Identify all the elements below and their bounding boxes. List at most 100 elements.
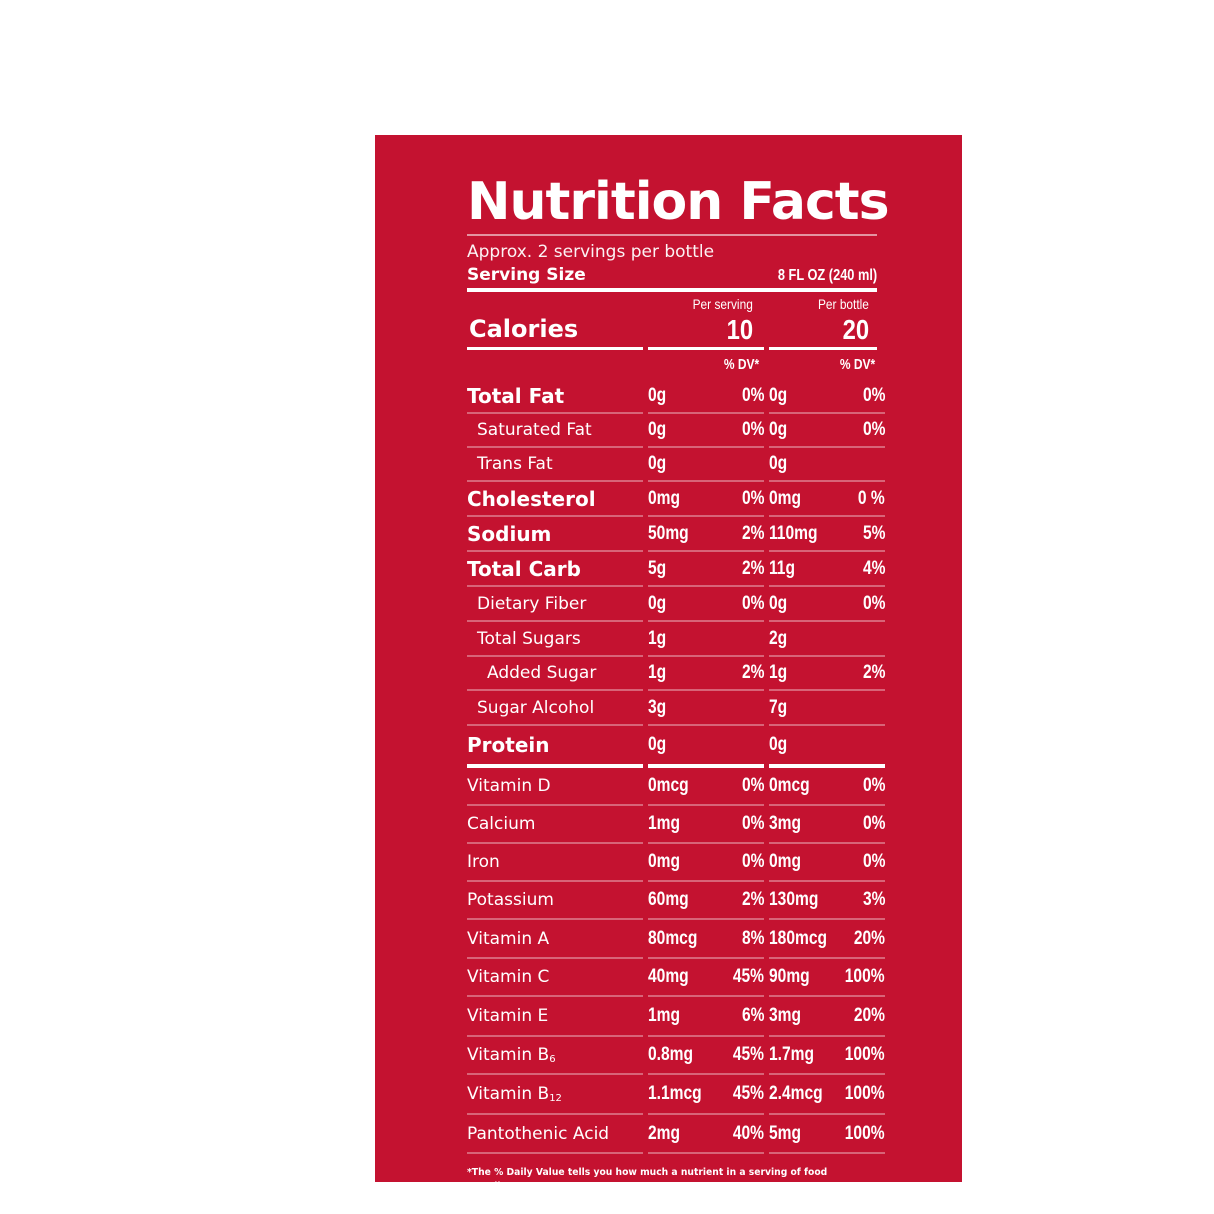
nutrient-name-cell: Vitamin A bbox=[467, 920, 643, 959]
serving-amount: 0g bbox=[648, 592, 667, 614]
nutrient-name-text: Calcium bbox=[467, 814, 536, 834]
serving-cell: 1mg 0% bbox=[648, 806, 764, 844]
bottle-amount: 0mg bbox=[769, 851, 802, 872]
calories-serving-value: 10 bbox=[726, 314, 753, 345]
nutrient-name-cell: Potassium bbox=[467, 882, 643, 920]
bottle-amount: 0g bbox=[769, 419, 788, 440]
serving-cell: 60mg 2% bbox=[648, 882, 764, 920]
bottle-amount: 0g bbox=[769, 592, 788, 614]
serving-cell: 3g bbox=[648, 691, 764, 726]
nutrient-name: Dietary Fiber bbox=[467, 594, 586, 614]
bottle-daily-value: 20% bbox=[853, 1005, 885, 1026]
nutrient-name-text: Saturated Fat bbox=[477, 420, 592, 440]
bottle-amount: 90mg bbox=[769, 966, 810, 987]
bottle-daily-value: 20% bbox=[853, 927, 885, 949]
serving-amount: 0g bbox=[648, 385, 667, 406]
nutrient-name-subscript: 12 bbox=[549, 1093, 562, 1104]
nutrient-name: Calcium bbox=[467, 814, 535, 834]
bottle-daily-value: 0 % bbox=[858, 487, 885, 509]
label-title: Nutrition Facts bbox=[467, 172, 890, 232]
serving-cell: 0g 0% bbox=[648, 587, 764, 622]
nutrient-name-cell: Vitamin B6 bbox=[467, 1037, 643, 1075]
nutrient-name-text: Total Sugars bbox=[477, 628, 581, 649]
nutrient-name-cell: Total Fat bbox=[467, 380, 643, 414]
bottle-cell: 90mg 100% bbox=[769, 959, 885, 997]
bottle-cell: 0mcg 0% bbox=[769, 768, 885, 806]
nutrient-name: Total Fat bbox=[467, 384, 564, 408]
serving-amount: 0g bbox=[648, 734, 667, 755]
nutrient-name-text: Vitamin A bbox=[467, 928, 550, 949]
nutrient-name-cell: Sugar Alcohol bbox=[467, 691, 643, 726]
nutrient-name-text: Sugar Alcohol bbox=[477, 697, 595, 718]
nutrient-name-cell: Calcium bbox=[467, 806, 643, 844]
serving-daily-value: 0% bbox=[741, 813, 764, 834]
serving-daily-value: 0% bbox=[741, 419, 764, 440]
bottle-cell: 0g bbox=[769, 448, 885, 482]
serving-cell: 2mg 40% bbox=[648, 1115, 764, 1154]
nutrient-name: Protein bbox=[467, 733, 549, 757]
nutrient-name: Vitamin C bbox=[467, 967, 549, 987]
serving-size-row: Serving Size 8 FL OZ (240 ml) bbox=[467, 263, 877, 288]
nutrient-name: Vitamin B6 bbox=[467, 1045, 556, 1065]
nutrient-name-text: Dietary Fiber bbox=[477, 593, 587, 614]
nutrient-name-cell: Total Sugars bbox=[467, 622, 643, 657]
serving-cell: 50mg 2% bbox=[648, 517, 764, 552]
serving-daily-value: 0% bbox=[741, 487, 764, 509]
footnote-line-1: *The % Daily Value tells you how much a … bbox=[467, 1167, 828, 1192]
bottle-cell: 2.4mcg 100% bbox=[769, 1075, 885, 1115]
nutrient-name: Vitamin A bbox=[467, 929, 549, 949]
serving-amount: 1g bbox=[648, 662, 667, 683]
bottle-daily-value: 100% bbox=[845, 1083, 885, 1104]
serving-cell: 0mcg 0% bbox=[648, 768, 764, 806]
bottle-cell: 3mg 0% bbox=[769, 806, 885, 844]
serving-amount: 1mg bbox=[648, 813, 681, 834]
serving-daily-value: 0% bbox=[741, 851, 764, 872]
nutrient-name: Sodium bbox=[467, 522, 551, 546]
bottle-daily-value: 0% bbox=[862, 419, 885, 440]
serving-daily-value: 0% bbox=[741, 775, 764, 796]
bottle-amount: 2g bbox=[769, 627, 788, 649]
serving-amount: 0mg bbox=[648, 487, 681, 509]
bottle-daily-value: 4% bbox=[862, 557, 885, 579]
per-serving-header: Per serving bbox=[692, 296, 753, 312]
nutrition-label: Nutrition Facts Approx. 2 servings per b… bbox=[467, 170, 890, 1208]
bottle-daily-value: 100% bbox=[845, 1044, 885, 1065]
nutrient-name-text: Potassium bbox=[467, 890, 554, 910]
serving-amount: 1mg bbox=[648, 1005, 681, 1026]
bottle-amount: 1g bbox=[769, 662, 788, 683]
bottle-amount: 110mg bbox=[769, 522, 818, 544]
serving-daily-value: 6% bbox=[741, 1005, 764, 1026]
nutrient-name-text: Total Carb bbox=[467, 556, 581, 581]
serving-daily-value: 2% bbox=[741, 522, 764, 544]
nutrient-name-text: Protein bbox=[467, 733, 550, 757]
serving-cell: 0g bbox=[648, 448, 764, 482]
serving-size-label: Serving Size bbox=[467, 265, 586, 285]
bottle-amount: 0mcg bbox=[769, 775, 810, 796]
nutrient-name-text: Vitamin C bbox=[467, 967, 550, 987]
nutrient-name-text: Vitamin B bbox=[467, 1045, 550, 1065]
serving-daily-value: 0% bbox=[741, 592, 764, 614]
serving-daily-value: 40% bbox=[732, 1122, 764, 1144]
bottle-cell: 1g 2% bbox=[769, 657, 885, 691]
serving-amount: 5g bbox=[648, 557, 667, 579]
nutrient-name: Vitamin E bbox=[467, 1006, 548, 1026]
nutrient-name-cell: Vitamin D bbox=[467, 768, 643, 806]
serving-cell: 1.1mcg 45% bbox=[648, 1075, 764, 1115]
calories-underline bbox=[467, 347, 643, 350]
serving-amount: 40mg bbox=[648, 966, 689, 987]
nutrient-name: Total Sugars bbox=[467, 629, 581, 649]
nutrient-name-text: Iron bbox=[467, 852, 500, 872]
serving-cell: 80mcg 8% bbox=[648, 920, 764, 959]
serving-daily-value: 8% bbox=[741, 927, 764, 949]
serving-size-value: 8 FL OZ (240 ml) bbox=[777, 267, 877, 284]
nutrient-name-cell: Vitamin C bbox=[467, 959, 643, 997]
calories-label: Calories bbox=[469, 315, 579, 343]
bottle-amount: 180mcg bbox=[769, 927, 828, 949]
nutrient-name-cell: Added Sugar bbox=[467, 657, 643, 691]
nutrient-name-text: Sodium bbox=[467, 521, 552, 546]
serving-cell: 1g bbox=[648, 622, 764, 657]
serving-amount: 3g bbox=[648, 696, 667, 718]
bottle-cell: 130mg 3% bbox=[769, 882, 885, 920]
bottle-daily-value: 3% bbox=[862, 889, 885, 910]
bottle-daily-value: 5% bbox=[862, 522, 885, 544]
